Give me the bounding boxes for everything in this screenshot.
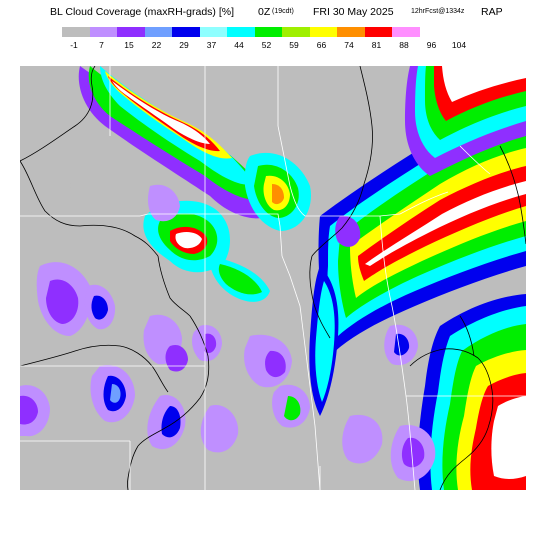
legend-swatch-1 [89, 27, 117, 37]
legend-swatch-0 [62, 27, 90, 37]
legend-tick-label: 66 [316, 40, 327, 50]
legend-swatch-13 [419, 27, 447, 37]
legend-swatch-12 [392, 27, 420, 37]
legend-tick-label: 81 [371, 40, 382, 50]
legend-tick-label: 59 [289, 40, 299, 50]
cloud-field-layer [20, 66, 526, 490]
legend-tick-label: -1 [70, 40, 78, 50]
state-borders [20, 66, 526, 490]
legend-tick-label: 104 [451, 40, 467, 50]
legend-tick-label: 15 [124, 40, 134, 50]
model-name: RAP [481, 6, 503, 18]
legend-swatches [62, 27, 447, 37]
legend-tick-label: 22 [151, 40, 162, 50]
forecast-info: 12hrFcst@1334z [411, 8, 465, 15]
county-lines [20, 66, 526, 490]
legend-swatch-8 [282, 27, 310, 37]
legend-swatch-6 [227, 27, 255, 37]
legend-swatch-9 [309, 27, 337, 37]
legend-swatch-2 [117, 27, 145, 37]
legend-tick-label: 7 [99, 40, 104, 50]
legend-swatch-11 [364, 27, 392, 37]
legend-swatch-5 [199, 27, 227, 37]
legend-swatch-7 [254, 27, 282, 37]
legend-tick-label: 52 [261, 40, 272, 50]
legend-tick-label: 37 [206, 40, 217, 50]
legend-tick-labels: -1 7 15 22 29 37 44 52 59 66 74 81 88 96 104 [62, 40, 522, 52]
product-name: BL Cloud Coverage (maxRH-grads) [%] [50, 6, 235, 18]
legend-tick-label: 29 [179, 40, 189, 50]
valid-local-time: (19cdt) [272, 8, 294, 15]
legend-swatch-10 [337, 27, 365, 37]
legend-tick-label: 74 [344, 40, 354, 50]
valid-date: FRI 30 May 2025 [313, 6, 394, 18]
legend-tick-label: 96 [426, 40, 437, 50]
legend-tick-label: 44 [234, 40, 244, 50]
cloud-coverage-map [20, 66, 526, 490]
map-canvas [20, 66, 526, 490]
legend-swatch-4 [172, 27, 200, 37]
color-legend [62, 27, 447, 37]
legend-tick-label: 88 [399, 40, 409, 50]
legend-swatch-3 [144, 27, 172, 37]
valid-hour: 0Z [258, 6, 271, 18]
